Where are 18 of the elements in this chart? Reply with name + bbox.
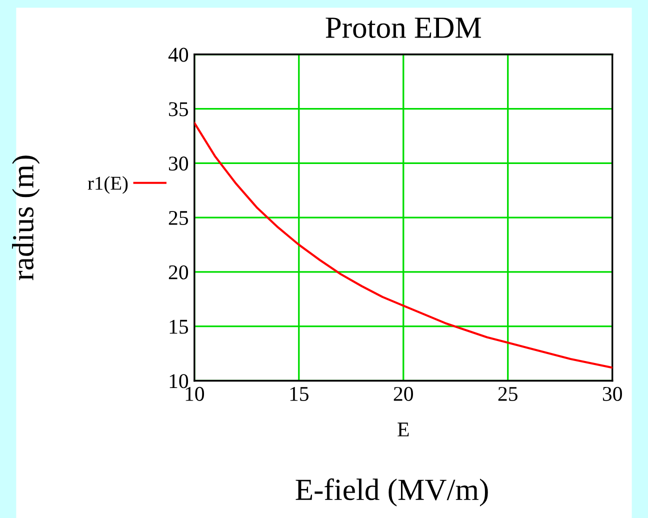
x-tick-label: 30: [602, 386, 622, 401]
y-tick-label: 30: [169, 156, 188, 171]
x-tick-label: 20: [394, 386, 413, 401]
legend-label: r1(E): [88, 176, 128, 194]
x-axis-title: E: [398, 422, 409, 436]
y-tick-label: 10: [170, 374, 188, 388]
text: E-field (MV/m): [296, 478, 488, 506]
y-axis-title: radius (m): [12, 156, 40, 280]
x-tick-label: 10: [186, 386, 204, 401]
y-tick-label: 25: [168, 210, 188, 225]
y-tick-label: 40: [168, 48, 188, 62]
chart-title: Proton EDM: [326, 18, 481, 38]
y-tick-label: 15: [170, 320, 188, 334]
x-tick-label: 15: [290, 386, 308, 401]
y-tick-label: 20: [168, 265, 188, 280]
x-tick-label: 25: [498, 386, 518, 401]
y-tick-label: 35: [169, 102, 188, 116]
line-series: [194, 122, 612, 369]
